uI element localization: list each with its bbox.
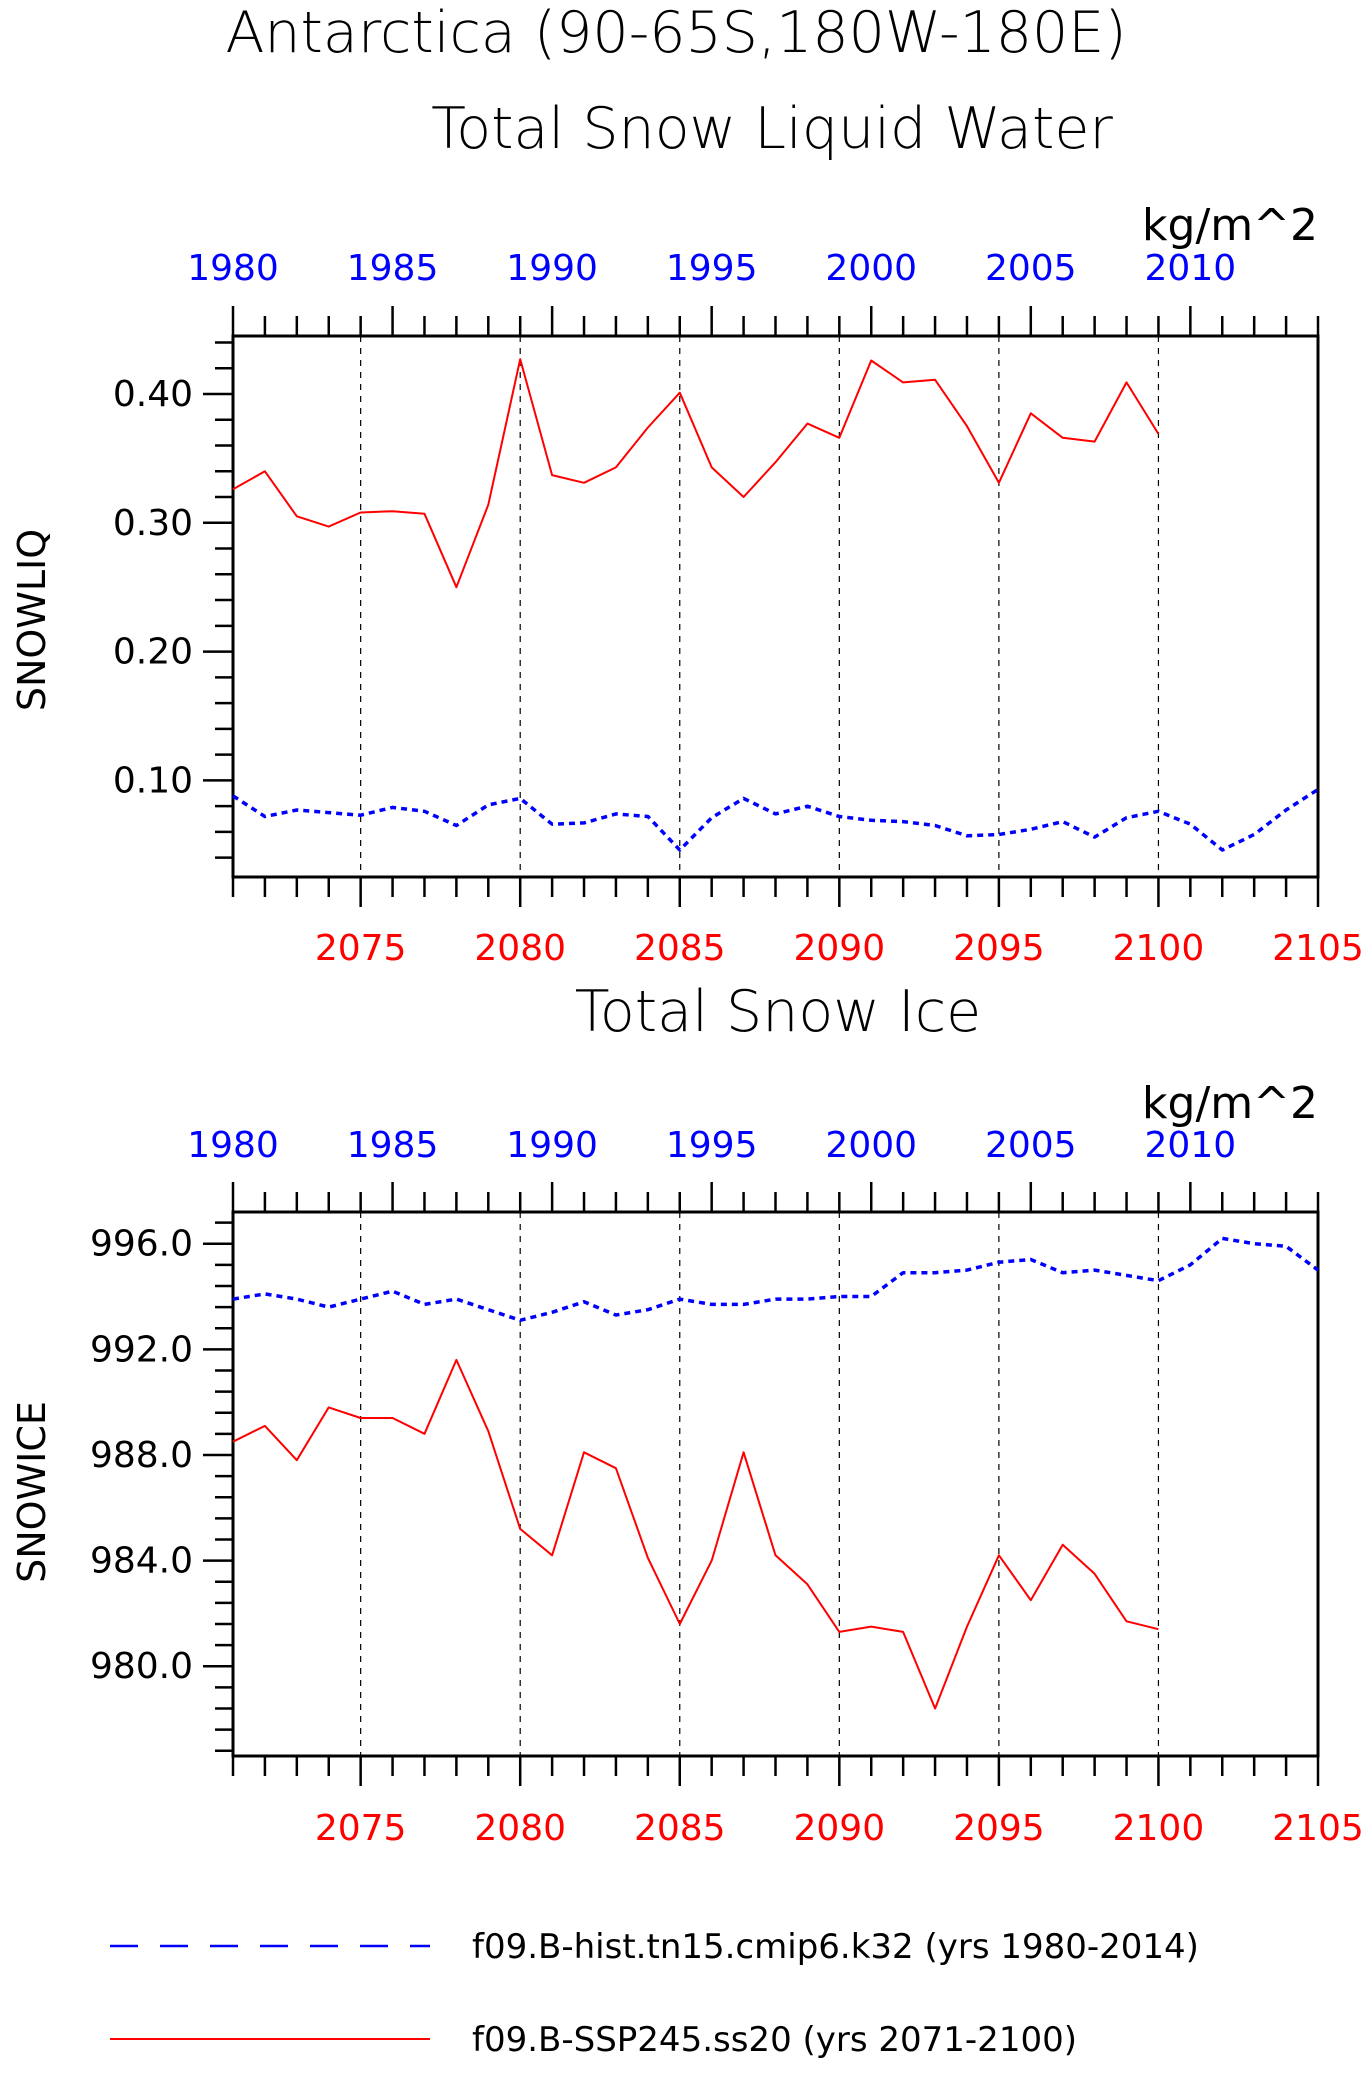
legend: f09.B-hist.tn15.cmip6.k32 (yrs 1980-2014… [110, 1927, 1199, 2060]
snowliq-bottom-tick-label: 2080 [474, 928, 566, 969]
snowice-panel: Total Snow Ice kg/m^2 SNOWICE 2075 2080 20… [10, 979, 1364, 1849]
snowice-bottom-tick-label: 2085 [634, 1808, 726, 1849]
snowice-top-tick-label: 1980 [187, 1125, 279, 1166]
legend-label-hist: f09.B-hist.tn15.cmip6.k32 (yrs 1980-2014… [472, 1927, 1199, 1967]
snowice-y-tick-label: 992.0 [90, 1329, 193, 1370]
snowliq-bottom-tick-label: 2105 [1272, 928, 1364, 969]
snowliq-top-tick-label: 1985 [347, 248, 439, 289]
snowliq-top-tick-label: 1980 [187, 248, 279, 289]
snowice-y-tick-label: 996.0 [90, 1224, 193, 1265]
snowliq-top-tick-label: 2000 [825, 248, 917, 289]
snowliq-plot-frame [231, 334, 1320, 879]
snowliq-series-hist [232, 787, 1319, 852]
snowliq-bottom-tick-label: 2090 [794, 928, 886, 969]
snowliq-y-tick-label: 0.30 [113, 503, 193, 544]
snowice-bottom-tick-label: 2100 [1113, 1808, 1205, 1849]
snowliq-y-tick-label: 0.40 [113, 374, 193, 415]
snowice-top-tick-label: 2010 [1145, 1125, 1237, 1166]
snowliq-top-tick-label: 2005 [985, 248, 1077, 289]
snowice-bottom-tick-label: 2095 [953, 1808, 1045, 1849]
snowice-top-tick-label: 1990 [506, 1125, 598, 1166]
snowliq-panel: kg/m^2 SNOWLIQ 2075 2080 2085 2090 2095 2100 2… [10, 200, 1364, 969]
snowliq-y-axis-label: SNOWLIQ [10, 529, 54, 711]
legend-label-ssp245: f09.B-SSP245.ss20 (yrs 2071-2100) [472, 2020, 1077, 2060]
snowliq-bottom-tick-label: 2100 [1113, 928, 1205, 969]
snowliq-y-tick-label: 0.20 [113, 632, 193, 673]
snowice-bottom-tick-label: 2090 [794, 1808, 886, 1849]
snowliq-bottom-tick-label: 2075 [315, 928, 407, 969]
snowliq-top-tick-label: 1995 [666, 248, 758, 289]
snowice-y-tick-label: 980.0 [90, 1646, 193, 1687]
snowice-panel-title: Total Snow Ice [575, 979, 981, 1045]
snowliq-bottom-tick-label: 2095 [953, 928, 1045, 969]
snowice-top-tick-label: 1985 [347, 1125, 439, 1166]
snowliq-series-ssp245 [232, 358, 1160, 589]
snowliq-units-label: kg/m^2 [1142, 200, 1318, 251]
figure-title-line1: Antarctica (90-65S,180W-180E) [225, 0, 1126, 66]
snowice-top-tick-label: 2005 [985, 1125, 1077, 1166]
snowice-top-tick-label: 2000 [825, 1125, 917, 1166]
snowice-y-axis-label: SNOWICE [10, 1401, 54, 1583]
snowice-series-ssp245 [232, 1358, 1159, 1710]
snowliq-y-tick-label: 0.10 [113, 760, 193, 801]
snowice-y-tick-label: 984.0 [90, 1541, 193, 1582]
snowice-bottom-tick-label: 2075 [315, 1808, 407, 1849]
snowliq-top-tick-label: 2010 [1145, 248, 1237, 289]
snowliq-bottom-tick-label: 2085 [634, 928, 726, 969]
snowice-y-tick-label: 988.0 [90, 1435, 193, 1476]
snowice-top-tick-label: 1995 [666, 1125, 758, 1166]
snowice-series-hist [232, 1236, 1320, 1323]
snowliq-top-tick-label: 1990 [506, 248, 598, 289]
snowice-bottom-tick-label: 2080 [474, 1808, 566, 1849]
snowice-units-label: kg/m^2 [1142, 1078, 1318, 1129]
snowice-bottom-tick-label: 2105 [1272, 1808, 1364, 1849]
figure-title-line2: Total Snow Liquid Water [431, 96, 1113, 162]
